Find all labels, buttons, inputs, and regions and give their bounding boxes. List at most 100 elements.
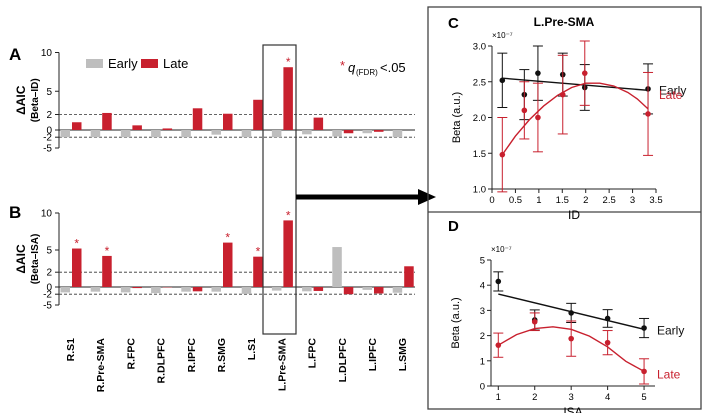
category-label: L.FPC xyxy=(307,338,319,369)
bar-early xyxy=(60,287,70,293)
y-tick-label: 2 xyxy=(46,268,52,279)
x-tick-label: 0 xyxy=(489,195,494,206)
y-axis-sublabel: (Beta–ISA) xyxy=(30,234,41,285)
bar-early xyxy=(271,130,282,138)
y-tick-label: 2 xyxy=(480,331,485,342)
category-label: R.Pre-SMA xyxy=(95,338,107,393)
significance-marker: * xyxy=(105,244,110,258)
x-axis-label: ISA xyxy=(563,405,582,413)
significance-marker: * xyxy=(256,245,261,259)
bar-late xyxy=(102,112,112,130)
bar-early xyxy=(181,130,191,138)
y-axis-label: Beta (a.u.) xyxy=(451,92,463,143)
y-tick-label: 5 xyxy=(480,256,485,267)
y-tick-label: 5 xyxy=(46,246,52,257)
bar-early xyxy=(151,287,161,294)
category-label: R.IPFC xyxy=(186,338,198,373)
bar-early xyxy=(392,287,403,293)
x-tick-label: 5 xyxy=(641,392,646,403)
fit-line-early xyxy=(502,77,649,92)
series-label-early: Early xyxy=(657,323,684,337)
bar-early xyxy=(90,287,101,292)
category-label: L.S1 xyxy=(246,338,258,360)
bar-late xyxy=(313,287,324,291)
series-label-late: Late xyxy=(659,88,683,102)
significance-marker: * xyxy=(225,231,230,245)
bar-chart-b: 10 5 2 0-2-5 * * * * * ΔAIC (Beta–ISA) xyxy=(14,208,415,312)
x-tick-label: 0.5 xyxy=(509,195,522,206)
panel-letter-a: A xyxy=(9,45,21,64)
fit-line-late xyxy=(501,82,649,156)
bar-late xyxy=(72,122,82,130)
category-label: L.Pre-SMA xyxy=(276,338,288,392)
legend-early-label: Early xyxy=(108,56,138,71)
bar-late xyxy=(313,117,324,130)
bar-early xyxy=(362,287,372,290)
y-tick-label: -2 xyxy=(43,133,52,144)
bar-late xyxy=(102,255,112,287)
bar-late xyxy=(192,108,203,130)
data-point-late xyxy=(535,114,541,121)
x-axis-label: ID xyxy=(568,208,580,222)
y-tick-label: 0 xyxy=(46,283,52,294)
bar-early xyxy=(362,130,372,134)
x-tick-label: 1.5 xyxy=(556,195,569,206)
data-point-late xyxy=(531,318,538,325)
exponent-label: ×10⁻⁷ xyxy=(491,245,512,254)
x-tick-label: 3 xyxy=(569,392,574,403)
category-label: L.SMG xyxy=(397,338,409,371)
category-label: R.S1 xyxy=(65,338,77,362)
bar-early xyxy=(120,287,131,293)
series-label-late: Late xyxy=(657,367,681,381)
significance-threshold: <.05 xyxy=(380,60,406,75)
bar-late xyxy=(223,242,233,287)
bar-early xyxy=(302,130,312,135)
x-tick-label: 2 xyxy=(583,195,588,206)
significance-marker: * xyxy=(286,208,291,222)
x-tick-label: 3.5 xyxy=(649,195,662,206)
bar-late xyxy=(162,128,173,130)
category-label: R.DLPFC xyxy=(156,338,168,384)
chart-title: L.Pre-SMA xyxy=(534,15,595,29)
y-tick-label: 2.0 xyxy=(473,113,486,124)
bar-late xyxy=(72,248,82,287)
category-label: L.DLPFC xyxy=(337,338,349,383)
bar-late xyxy=(253,99,263,130)
significance-star: * xyxy=(340,58,345,73)
y-axis-label: Beta (a.u.) xyxy=(450,297,462,348)
bar-late xyxy=(343,287,354,295)
data-point-late xyxy=(568,335,574,342)
bar-late xyxy=(283,67,293,130)
y-tick-label: 4 xyxy=(480,281,485,292)
bar-early xyxy=(271,287,282,291)
legend-late-swatch xyxy=(141,59,158,68)
data-point-early xyxy=(535,70,541,76)
y-tick-label: 1 xyxy=(480,356,485,367)
x-tick-label: 2.5 xyxy=(603,195,616,206)
bar-early xyxy=(241,130,252,138)
data-point-late xyxy=(495,342,502,348)
bar-early xyxy=(151,130,161,138)
bar-early xyxy=(60,130,70,138)
bar-early xyxy=(332,247,342,287)
data-point-late xyxy=(521,107,528,114)
bar-late xyxy=(374,130,384,132)
bar-late xyxy=(192,287,203,292)
y-tick-label: -5 xyxy=(43,301,52,312)
bar-early xyxy=(241,287,252,294)
significance-marker: * xyxy=(74,237,79,251)
x-tick-label: 3 xyxy=(630,195,635,206)
bar-late xyxy=(404,266,414,287)
bar-late xyxy=(132,287,142,289)
legend-late-label: Late xyxy=(163,56,188,71)
bar-early xyxy=(211,287,221,292)
y-axis-label: ΔAIC xyxy=(14,85,28,115)
category-label: L.IPFC xyxy=(367,338,379,372)
x-tick-label: 1 xyxy=(536,195,541,206)
bar-early xyxy=(90,130,101,138)
y-tick-label: -5 xyxy=(43,144,52,155)
y-tick-label: 10 xyxy=(41,209,53,220)
y-tick-label: 1.0 xyxy=(473,185,486,196)
data-point-late xyxy=(499,151,506,158)
bar-late xyxy=(223,113,233,130)
